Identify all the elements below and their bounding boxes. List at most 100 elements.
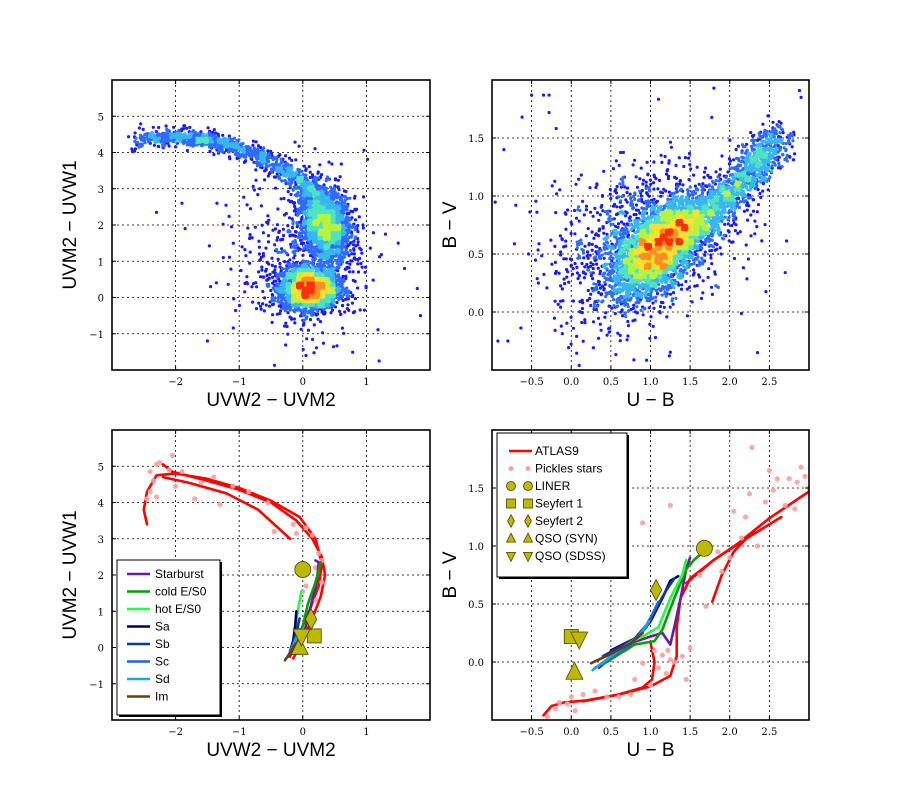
data-point <box>212 153 216 157</box>
data-point <box>359 261 363 266</box>
data-point <box>368 246 372 250</box>
data-point <box>343 244 347 248</box>
data-point <box>322 307 326 312</box>
data-point <box>253 151 257 156</box>
data-point <box>295 225 299 229</box>
data-point <box>324 191 329 195</box>
data-point <box>293 321 297 325</box>
data-point <box>146 139 151 144</box>
data-point <box>292 234 296 238</box>
data-point <box>301 253 305 257</box>
data-point <box>296 185 300 189</box>
data-point <box>283 164 287 168</box>
data-point <box>281 249 285 253</box>
data-point <box>308 175 312 180</box>
data-point <box>227 255 232 259</box>
data-point <box>341 207 345 212</box>
data-point <box>316 317 320 321</box>
data-point <box>286 295 290 299</box>
data-point <box>347 308 351 312</box>
data-point <box>319 255 323 259</box>
data-point <box>259 255 263 259</box>
data-point <box>326 209 330 213</box>
data-point <box>296 177 300 182</box>
data-point <box>179 129 183 133</box>
data-point <box>280 179 284 183</box>
data-point <box>278 300 282 304</box>
data-point <box>276 207 280 211</box>
data-point <box>290 166 294 170</box>
data-point <box>337 201 341 205</box>
data-point <box>242 155 246 159</box>
data-point <box>340 260 345 264</box>
data-point <box>343 198 347 202</box>
data-point <box>267 155 271 159</box>
data-point <box>290 217 294 221</box>
data-point <box>258 304 263 308</box>
data-point <box>277 282 281 286</box>
data-point <box>340 201 345 205</box>
data-point <box>336 269 340 273</box>
data-point <box>316 176 321 180</box>
data-point <box>293 252 297 256</box>
data-point <box>315 312 320 316</box>
data-point <box>345 212 349 216</box>
data-point <box>170 132 174 136</box>
data-point <box>243 159 247 163</box>
data-point <box>269 149 273 153</box>
data-point <box>243 248 247 252</box>
data-point <box>302 210 306 214</box>
data-point <box>253 225 257 229</box>
data-point <box>314 346 319 350</box>
data-point <box>306 328 311 332</box>
data-point <box>266 234 271 238</box>
data-point <box>342 204 346 208</box>
data-point <box>276 257 280 261</box>
data-point <box>347 266 351 270</box>
data-point <box>337 227 341 231</box>
data-point <box>166 135 170 139</box>
data-point <box>274 186 278 190</box>
data-point <box>260 223 264 227</box>
data-point <box>207 145 211 149</box>
data-point <box>278 311 282 316</box>
data-point <box>256 193 260 197</box>
data-point <box>275 223 279 227</box>
data-point <box>277 274 281 278</box>
data-point <box>256 144 261 148</box>
data-point <box>206 126 210 130</box>
data-point <box>330 256 335 260</box>
data-point <box>350 252 354 256</box>
data-point <box>299 314 303 318</box>
data-point <box>292 256 296 260</box>
data-point <box>315 308 319 312</box>
data-point <box>134 141 138 145</box>
data-point <box>234 308 238 313</box>
data-point <box>280 247 284 251</box>
data-point <box>271 164 276 168</box>
data-point <box>261 231 265 235</box>
data-point <box>291 173 295 177</box>
data-point <box>265 164 269 168</box>
data-point <box>302 305 306 309</box>
data-point <box>257 301 261 305</box>
data-point <box>174 140 178 144</box>
data-point <box>341 286 345 290</box>
data-point <box>261 302 265 306</box>
data-point <box>340 221 344 225</box>
data-point <box>342 224 346 228</box>
data-point <box>342 331 346 335</box>
data-point <box>345 244 350 248</box>
data-point <box>358 308 362 312</box>
data-point <box>232 297 236 301</box>
data-point <box>325 233 329 237</box>
data-point <box>300 207 304 212</box>
data-point <box>214 281 218 285</box>
data-point <box>316 200 320 204</box>
data-point <box>224 148 228 152</box>
data-point <box>258 187 262 191</box>
data-point <box>328 260 332 264</box>
data-point <box>310 267 314 271</box>
data-point <box>176 135 180 139</box>
data-point <box>241 142 245 146</box>
